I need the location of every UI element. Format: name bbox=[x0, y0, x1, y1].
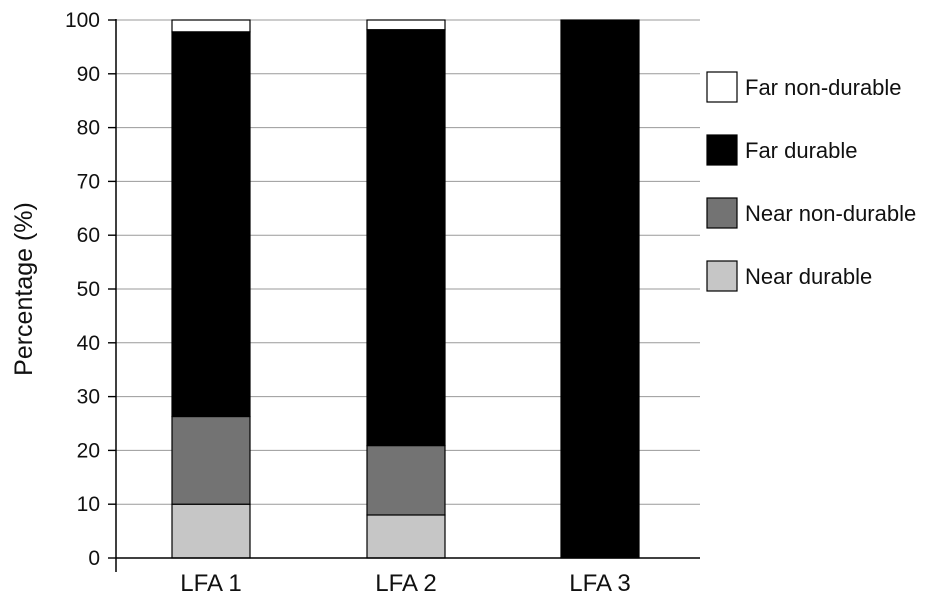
legend-swatch-far-non-durable bbox=[706, 71, 738, 103]
bar-lfa-2-near-non-durable bbox=[366, 444, 446, 516]
bar-lfa-1-far-durable bbox=[171, 31, 251, 418]
legend: Far non-durable Far durable Near non-durab… bbox=[706, 71, 916, 292]
y-tick-label-60: 60 bbox=[77, 224, 100, 247]
x-tick-label-lfa-2: LFA 2 bbox=[375, 570, 436, 597]
legend-swatch-far-durable bbox=[706, 134, 738, 166]
legend-label-near-non-durable: Near non-durable bbox=[745, 201, 916, 226]
bar-lfa-1-near-durable bbox=[171, 503, 251, 559]
legend-label-near-durable: Near durable bbox=[745, 264, 872, 289]
y-axis-title: Percentage (%) bbox=[10, 202, 38, 376]
bar-lfa-1-far-non-durable bbox=[171, 19, 251, 33]
y-tick-label-80: 80 bbox=[77, 117, 100, 140]
y-tick-label-0: 0 bbox=[88, 547, 100, 570]
y-tick-label-70: 70 bbox=[77, 170, 100, 193]
y-tick-label-50: 50 bbox=[77, 278, 100, 301]
x-tick-label-lfa-3: LFA 3 bbox=[569, 570, 630, 597]
y-tick-label-90: 90 bbox=[77, 63, 100, 86]
bar-lfa-2-near-durable bbox=[366, 514, 446, 559]
bar-lfa-1-near-non-durable bbox=[171, 415, 251, 505]
legend-label-far-non-durable: Far non-durable bbox=[745, 75, 902, 100]
y-tick-label-20: 20 bbox=[77, 439, 100, 462]
legend-label-far-durable: Far durable bbox=[745, 138, 858, 163]
y-tick-label-30: 30 bbox=[77, 386, 100, 409]
x-tick-label-lfa-1: LFA 1 bbox=[180, 570, 241, 597]
y-tick-label-10: 10 bbox=[77, 493, 100, 516]
axes: 0 10 20 30 40 50 60 70 80 90 100 LFA 1 LFA 2 LFA 3 bbox=[65, 9, 700, 597]
bars bbox=[171, 19, 640, 559]
y-tick-label-40: 40 bbox=[77, 332, 100, 355]
bar-lfa-2-far-durable bbox=[366, 29, 446, 447]
legend-swatch-near-non-durable bbox=[706, 197, 738, 229]
bar-lfa-3-far-durable bbox=[560, 19, 640, 559]
y-tick-label-100: 100 bbox=[65, 9, 100, 32]
legend-swatch-near-durable bbox=[706, 260, 738, 292]
bar-lfa-2-far-non-durable bbox=[366, 19, 446, 31]
